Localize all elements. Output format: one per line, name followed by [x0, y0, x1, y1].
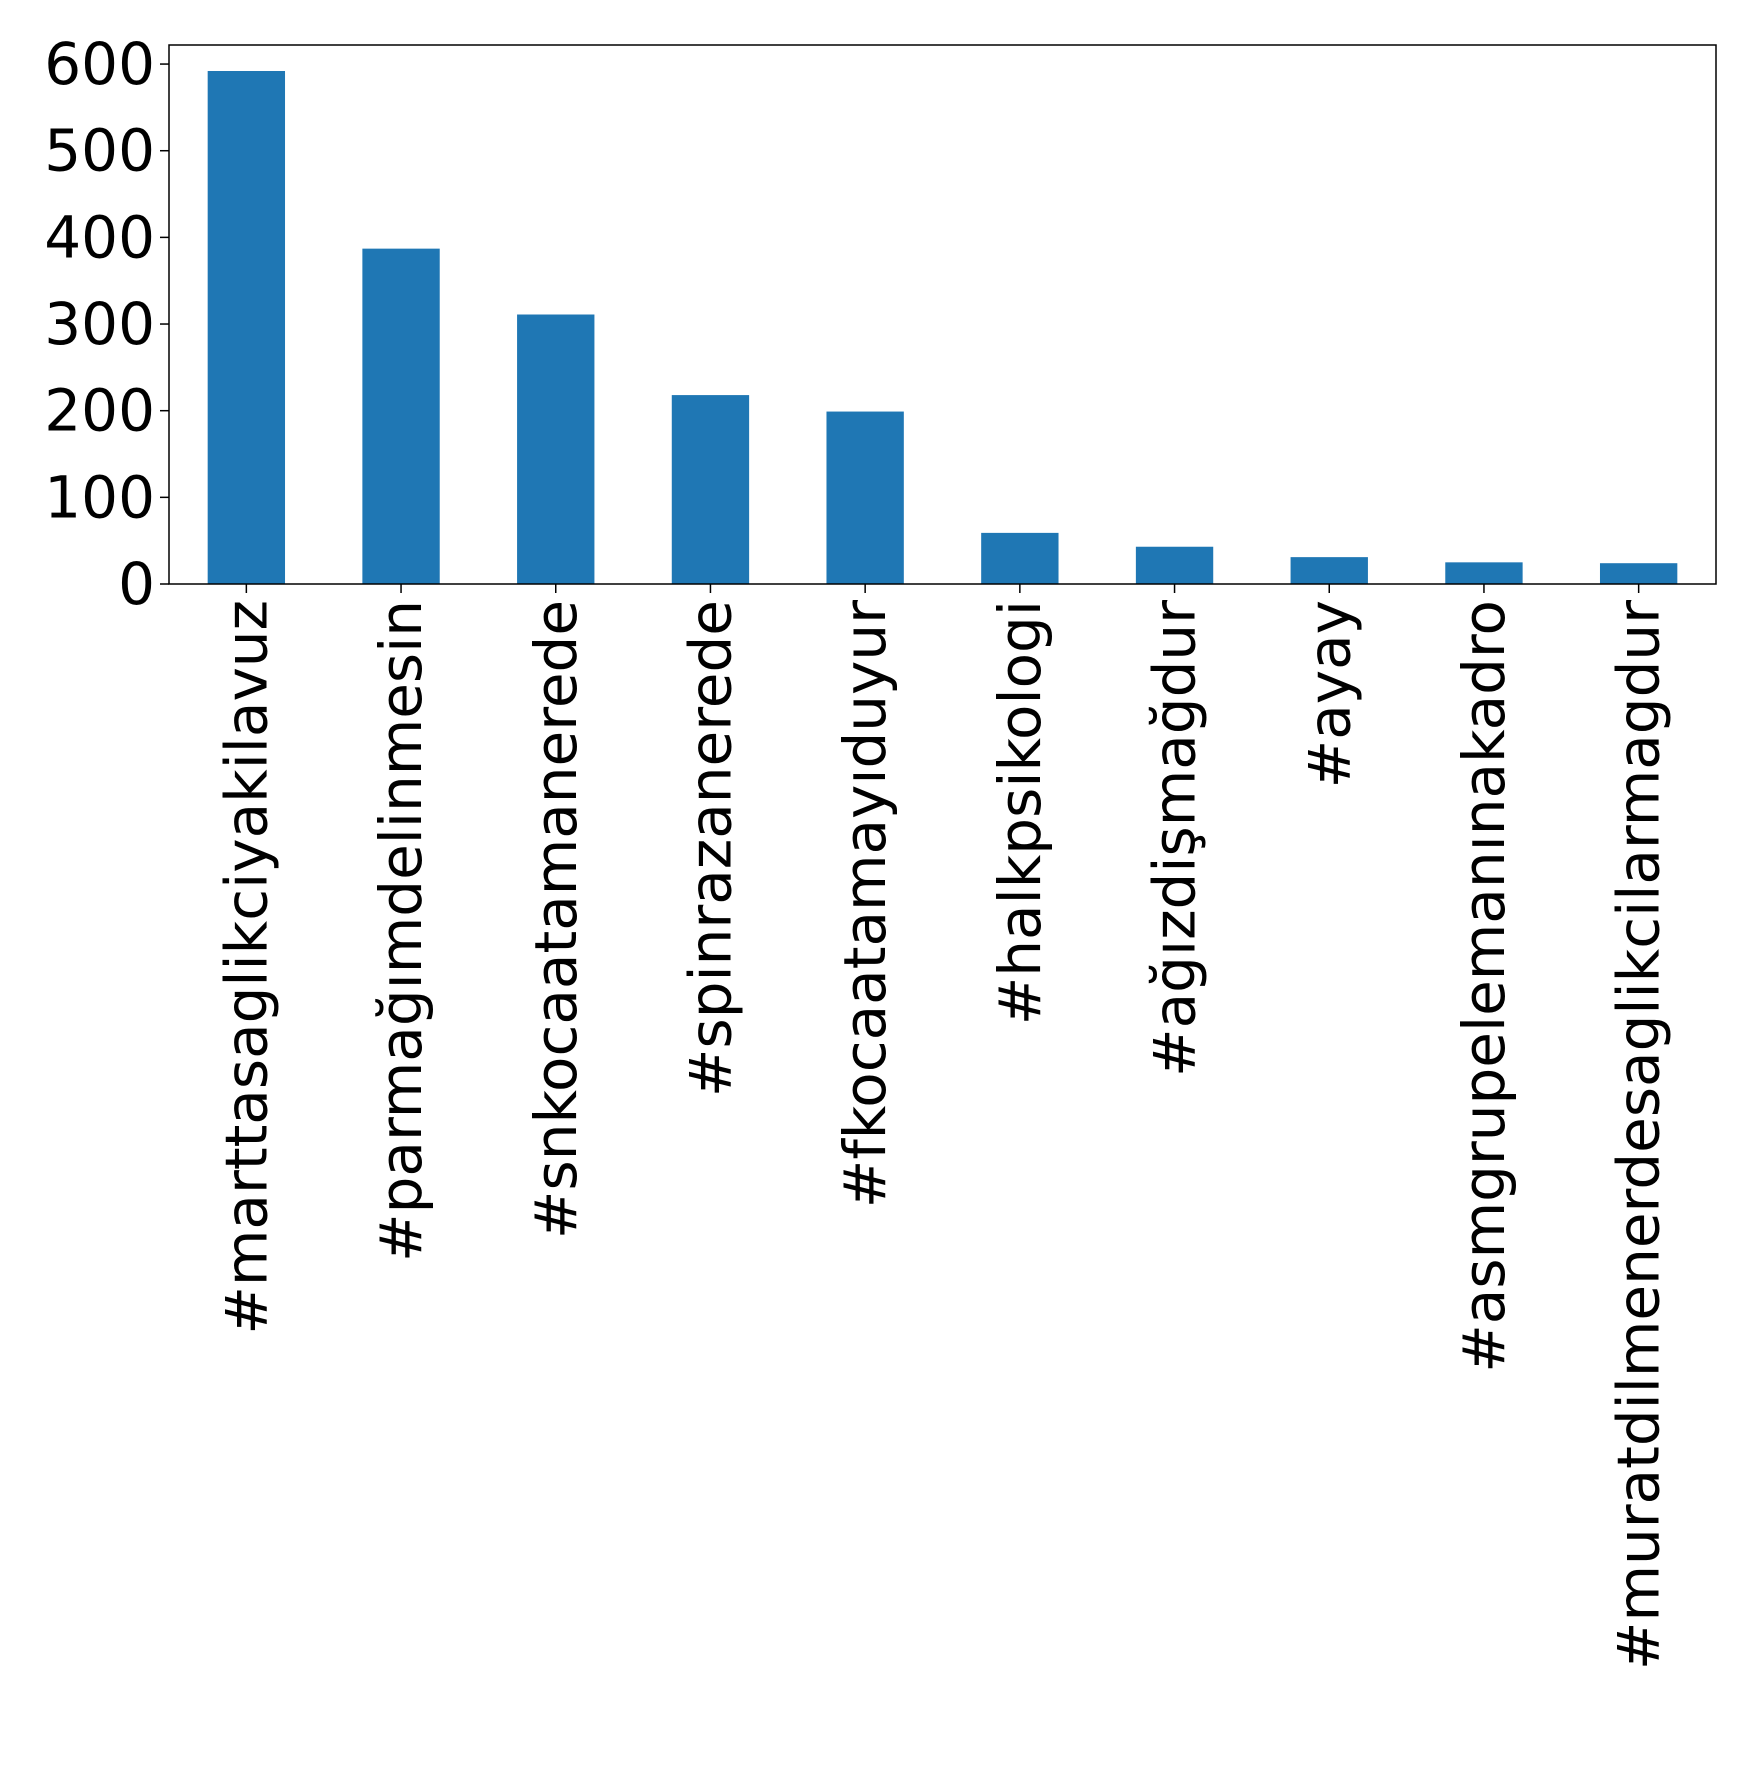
x-tick-label: #marttasaglikciyakilavuz	[212, 600, 280, 1335]
bar	[207, 70, 286, 585]
x-axis: #marttasaglikciyakilavuz #parmağımdelinme…	[212, 584, 1673, 1670]
bar	[362, 248, 440, 584]
y-tick-label: 400	[44, 203, 155, 271]
y-tick-label: 200	[44, 377, 155, 445]
plot-frame	[168, 44, 1717, 585]
bar-group	[207, 70, 1678, 585]
bar	[981, 532, 1059, 584]
x-tick-label: #muratdilmenerdesaglikcilarmagdur	[1605, 600, 1673, 1670]
x-tick-label: #snkocaatamanerede	[522, 600, 590, 1239]
x-tick-label: #parmağımdelinmesin	[367, 600, 435, 1262]
bar	[1599, 563, 1678, 584]
x-tick-label: #ayay	[1295, 600, 1363, 788]
bar	[1445, 562, 1523, 584]
x-tick-label: #spinrazanerede	[676, 600, 744, 1097]
x-tick-label: #fkocaatamayıduyur	[831, 600, 899, 1208]
y-tick-label: 0	[118, 550, 155, 618]
bar	[671, 395, 750, 584]
y-tick-label: 100	[44, 463, 155, 531]
x-tick-label: #halkpsikologi	[986, 600, 1054, 1025]
bar	[1290, 557, 1368, 584]
x-tick-label: #ağızdişmağdur	[1141, 600, 1209, 1077]
y-tick-label: 500	[44, 117, 155, 185]
y-axis: 0 100 200 300 400 500 600	[44, 30, 169, 618]
x-tick-label: #asmgrupelemanınakadro	[1450, 600, 1518, 1373]
y-tick-label: 300	[44, 290, 155, 358]
bar	[517, 314, 595, 584]
y-tick-label: 600	[44, 30, 155, 98]
bar	[1135, 546, 1214, 584]
bar	[826, 411, 904, 584]
